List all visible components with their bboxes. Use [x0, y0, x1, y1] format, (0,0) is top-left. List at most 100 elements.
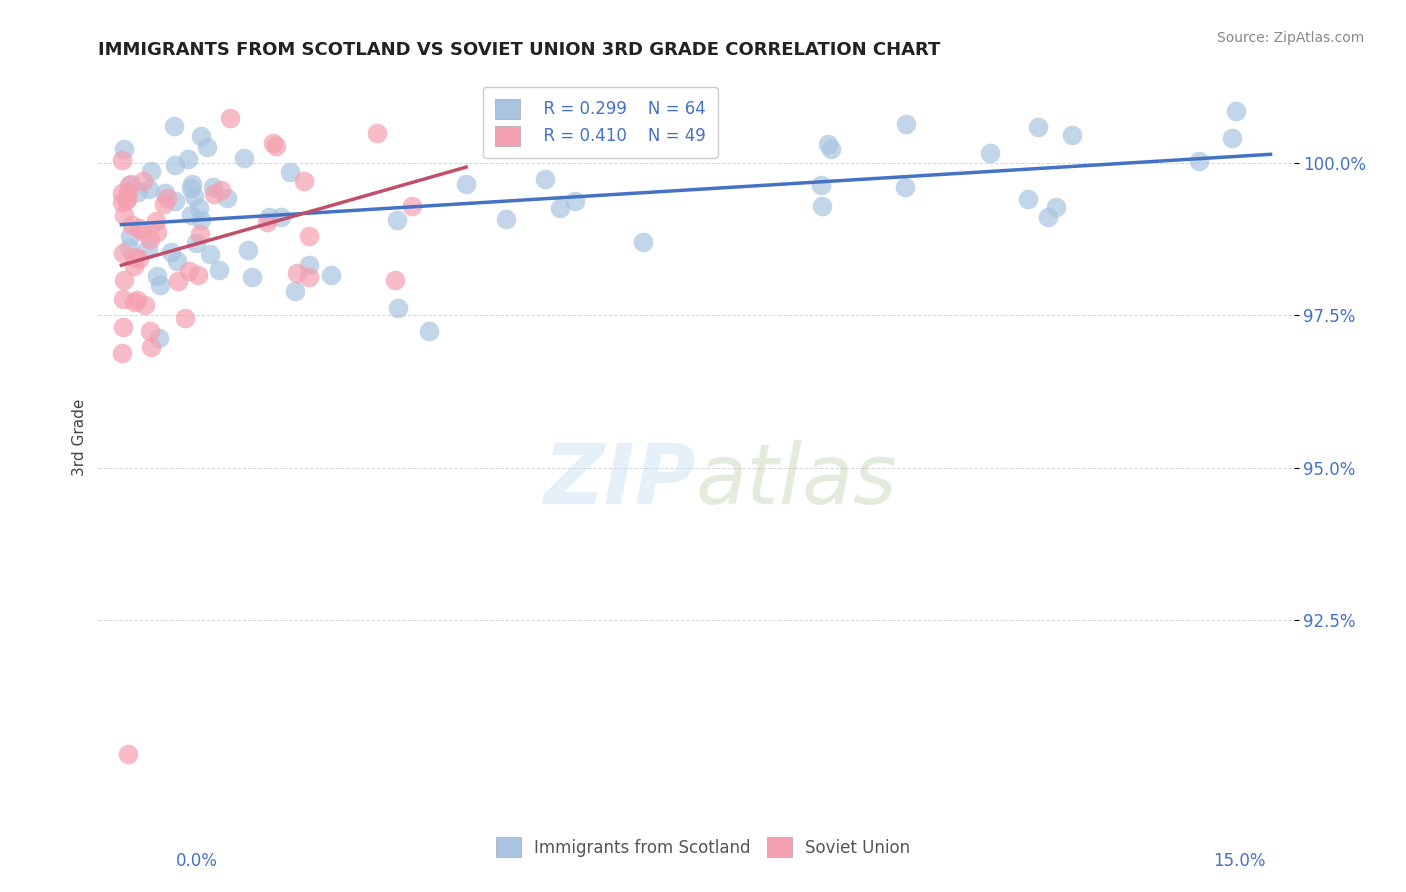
Point: [153, 197, 176, 211]
Point: [115, 193, 138, 207]
Point: [180, 208, 202, 222]
Point: [1017, 193, 1039, 207]
Point: [153, 186, 176, 200]
Point: [211, 183, 233, 197]
Point: [238, 243, 260, 257]
Point: [125, 293, 148, 308]
Point: [112, 245, 135, 260]
Point: [112, 272, 135, 286]
Point: [297, 258, 319, 272]
Point: [111, 194, 134, 209]
Point: [127, 185, 149, 199]
Point: [134, 298, 156, 312]
Point: [385, 213, 408, 227]
Point: [146, 225, 169, 239]
Point: [820, 142, 842, 156]
Point: [118, 241, 141, 255]
Point: [173, 311, 195, 326]
Point: [120, 177, 142, 191]
Point: [218, 111, 240, 125]
Point: [278, 164, 301, 178]
Point: [111, 292, 134, 306]
Point: [128, 252, 150, 267]
Point: [141, 163, 163, 178]
Point: [208, 263, 231, 277]
Point: [112, 208, 135, 222]
Point: [418, 324, 440, 338]
Point: [160, 245, 183, 260]
Point: [138, 232, 160, 246]
Point: [190, 128, 212, 143]
Point: [111, 153, 134, 167]
Point: [256, 215, 278, 229]
Point: [298, 269, 321, 284]
Point: [285, 267, 308, 281]
Point: [181, 177, 204, 191]
Point: [139, 340, 162, 354]
Point: [1026, 120, 1049, 135]
Point: [115, 192, 138, 206]
Point: [817, 136, 839, 151]
Point: [215, 191, 238, 205]
Point: [384, 273, 406, 287]
Point: [138, 181, 160, 195]
Point: [111, 186, 134, 200]
Point: [495, 212, 517, 227]
Point: [257, 210, 280, 224]
Point: [1188, 153, 1211, 168]
Point: [112, 142, 135, 156]
Point: [894, 117, 917, 131]
Point: [534, 172, 557, 186]
Point: [200, 247, 222, 261]
Point: [131, 224, 153, 238]
Point: [111, 319, 134, 334]
Point: [166, 254, 188, 268]
Point: [188, 201, 211, 215]
Text: 0.0%: 0.0%: [176, 852, 218, 870]
Point: [167, 274, 190, 288]
Point: [810, 178, 832, 193]
Point: [195, 140, 218, 154]
Point: [564, 194, 586, 208]
Point: [401, 199, 423, 213]
Point: [132, 174, 155, 188]
Point: [240, 269, 263, 284]
Point: [183, 189, 205, 203]
Point: [979, 145, 1001, 160]
Point: [163, 194, 186, 208]
Text: atlas: atlas: [696, 441, 897, 522]
Point: [262, 136, 284, 151]
Point: [188, 227, 211, 241]
Point: [184, 235, 207, 250]
Point: [156, 191, 179, 205]
Point: [122, 294, 145, 309]
Point: [270, 210, 292, 224]
Point: [121, 218, 143, 232]
Point: [631, 235, 654, 249]
Point: [284, 284, 307, 298]
Point: [366, 126, 388, 140]
Text: IMMIGRANTS FROM SCOTLAND VS SOVIET UNION 3RD GRADE CORRELATION CHART: IMMIGRANTS FROM SCOTLAND VS SOVIET UNION…: [98, 41, 941, 59]
Point: [548, 201, 571, 215]
Point: [187, 268, 209, 282]
Point: [122, 251, 145, 265]
Point: [145, 213, 167, 227]
Point: [117, 186, 139, 200]
Point: [111, 345, 134, 359]
Point: [387, 301, 409, 315]
Point: [894, 179, 917, 194]
Point: [264, 138, 287, 153]
Point: [118, 228, 141, 243]
Point: [292, 174, 315, 188]
Point: [117, 747, 139, 761]
Point: [180, 180, 202, 194]
Point: [163, 119, 186, 133]
Point: [149, 278, 172, 293]
Point: [319, 268, 342, 282]
Point: [177, 152, 200, 166]
Legend: Immigrants from Scotland, Soviet Union: Immigrants from Scotland, Soviet Union: [488, 829, 918, 866]
Point: [128, 220, 150, 235]
Text: 15.0%: 15.0%: [1213, 852, 1265, 870]
Point: [179, 264, 201, 278]
Y-axis label: 3rd Grade: 3rd Grade: [72, 399, 87, 475]
